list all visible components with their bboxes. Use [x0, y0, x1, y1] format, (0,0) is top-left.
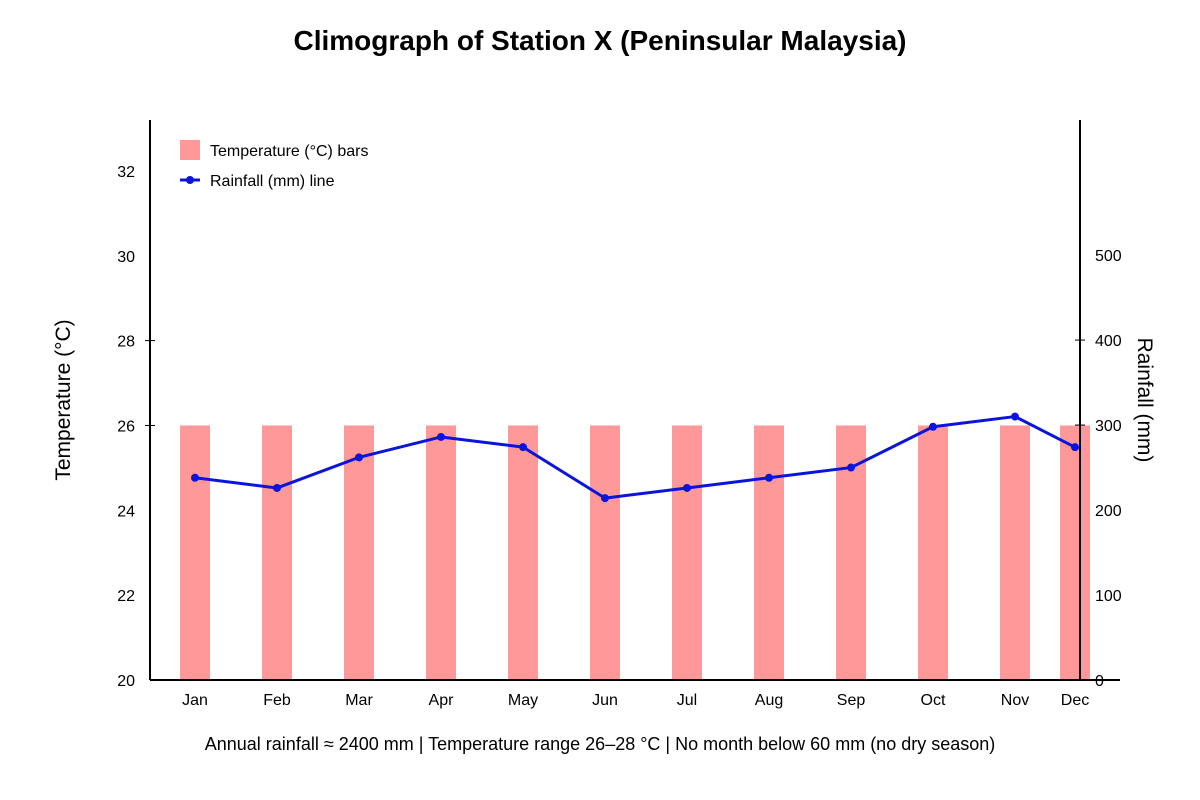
rainfall-line: [191, 412, 1079, 503]
left-tick-label: 20: [117, 673, 135, 690]
x-tick-label-dec: Dec: [1061, 692, 1089, 709]
chart-title: Climograph of Station X (Peninsular Mala…: [294, 25, 907, 56]
x-tick-label-aug: Aug: [755, 692, 783, 709]
left-tick-label: 28: [117, 334, 135, 351]
right-axis-ticks: 0 100 200 300 400 500: [1075, 248, 1122, 690]
left-axis-ticks: 20 22 24 26 28 30 32: [117, 164, 155, 690]
rainfall-point-jun: [601, 494, 609, 503]
right-tick-label: 0: [1095, 673, 1104, 690]
left-tick-label: 30: [117, 249, 135, 266]
temperature-bar-may: [508, 425, 538, 680]
temperature-bar-oct: [918, 425, 948, 680]
left-tick-label: 32: [117, 164, 135, 181]
legend-line-label: Rainfall (mm) line: [210, 173, 335, 190]
legend: Temperature (°C) bars Rainfall (mm) line: [180, 140, 368, 190]
temperature-bar-aug: [754, 425, 784, 680]
right-tick-label: 400: [1095, 333, 1122, 350]
right-tick-label: 500: [1095, 248, 1122, 265]
temperature-bar-jun: [590, 425, 620, 680]
x-tick-label-may: May: [508, 692, 538, 709]
rainfall-point-aug: [765, 473, 773, 482]
rainfall-point-jul: [683, 483, 691, 492]
legend-line-marker: [186, 176, 194, 184]
temperature-bar-nov: [1000, 425, 1030, 680]
right-tick-label: 200: [1095, 503, 1122, 520]
left-tick-label: 26: [117, 418, 135, 435]
x-tick-label-jan: Jan: [182, 692, 208, 709]
rainfall-point-sep: [847, 463, 855, 472]
rainfall-point-mar: [355, 453, 363, 462]
right-tick-label: 100: [1095, 588, 1122, 605]
rainfall-point-nov: [1011, 412, 1019, 421]
right-tick-label: 300: [1095, 418, 1122, 435]
legend-bar-swatch: [180, 140, 200, 160]
x-tick-label-nov: Nov: [1001, 692, 1029, 709]
temperature-bar-jul: [672, 425, 702, 680]
temperature-bar-apr: [426, 425, 456, 680]
left-axis-title: Temperature (°C): [52, 319, 75, 480]
left-tick-label: 22: [117, 588, 135, 605]
x-tick-label-jun: Jun: [592, 692, 618, 709]
temperature-bar-mar: [344, 425, 374, 680]
chart-caption: Annual rainfall ≈ 2400 mm | Temperature …: [205, 734, 996, 754]
x-axis-ticks: Jan Feb Mar Apr May Jun Jul Aug Sep Oct Nov Dec: [182, 692, 1089, 709]
temperature-bar-feb: [262, 425, 292, 680]
x-tick-label-apr: Apr: [429, 692, 455, 709]
rainfall-point-oct: [929, 422, 937, 431]
rainfall-point-jan: [191, 473, 199, 482]
x-tick-label-jul: Jul: [677, 692, 697, 709]
x-tick-label-sep: Sep: [837, 692, 866, 709]
right-axis-title: Rainfall (mm): [1133, 338, 1156, 463]
temperature-bar-dec: [1060, 425, 1090, 680]
x-tick-label-oct: Oct: [921, 692, 946, 709]
x-tick-label-mar: Mar: [345, 692, 373, 709]
rainfall-point-dec: [1071, 443, 1079, 452]
temperature-bars: [180, 425, 1090, 680]
rainfall-polyline: [194, 415, 1076, 500]
left-tick-label: 24: [117, 503, 135, 520]
rainfall-point-apr: [437, 432, 445, 441]
rainfall-point-may: [519, 443, 527, 452]
rainfall-point-feb: [273, 483, 281, 492]
legend-bar-label: Temperature (°C) bars: [210, 143, 368, 160]
temperature-bar-jan: [180, 425, 210, 680]
x-tick-label-feb: Feb: [263, 692, 291, 709]
